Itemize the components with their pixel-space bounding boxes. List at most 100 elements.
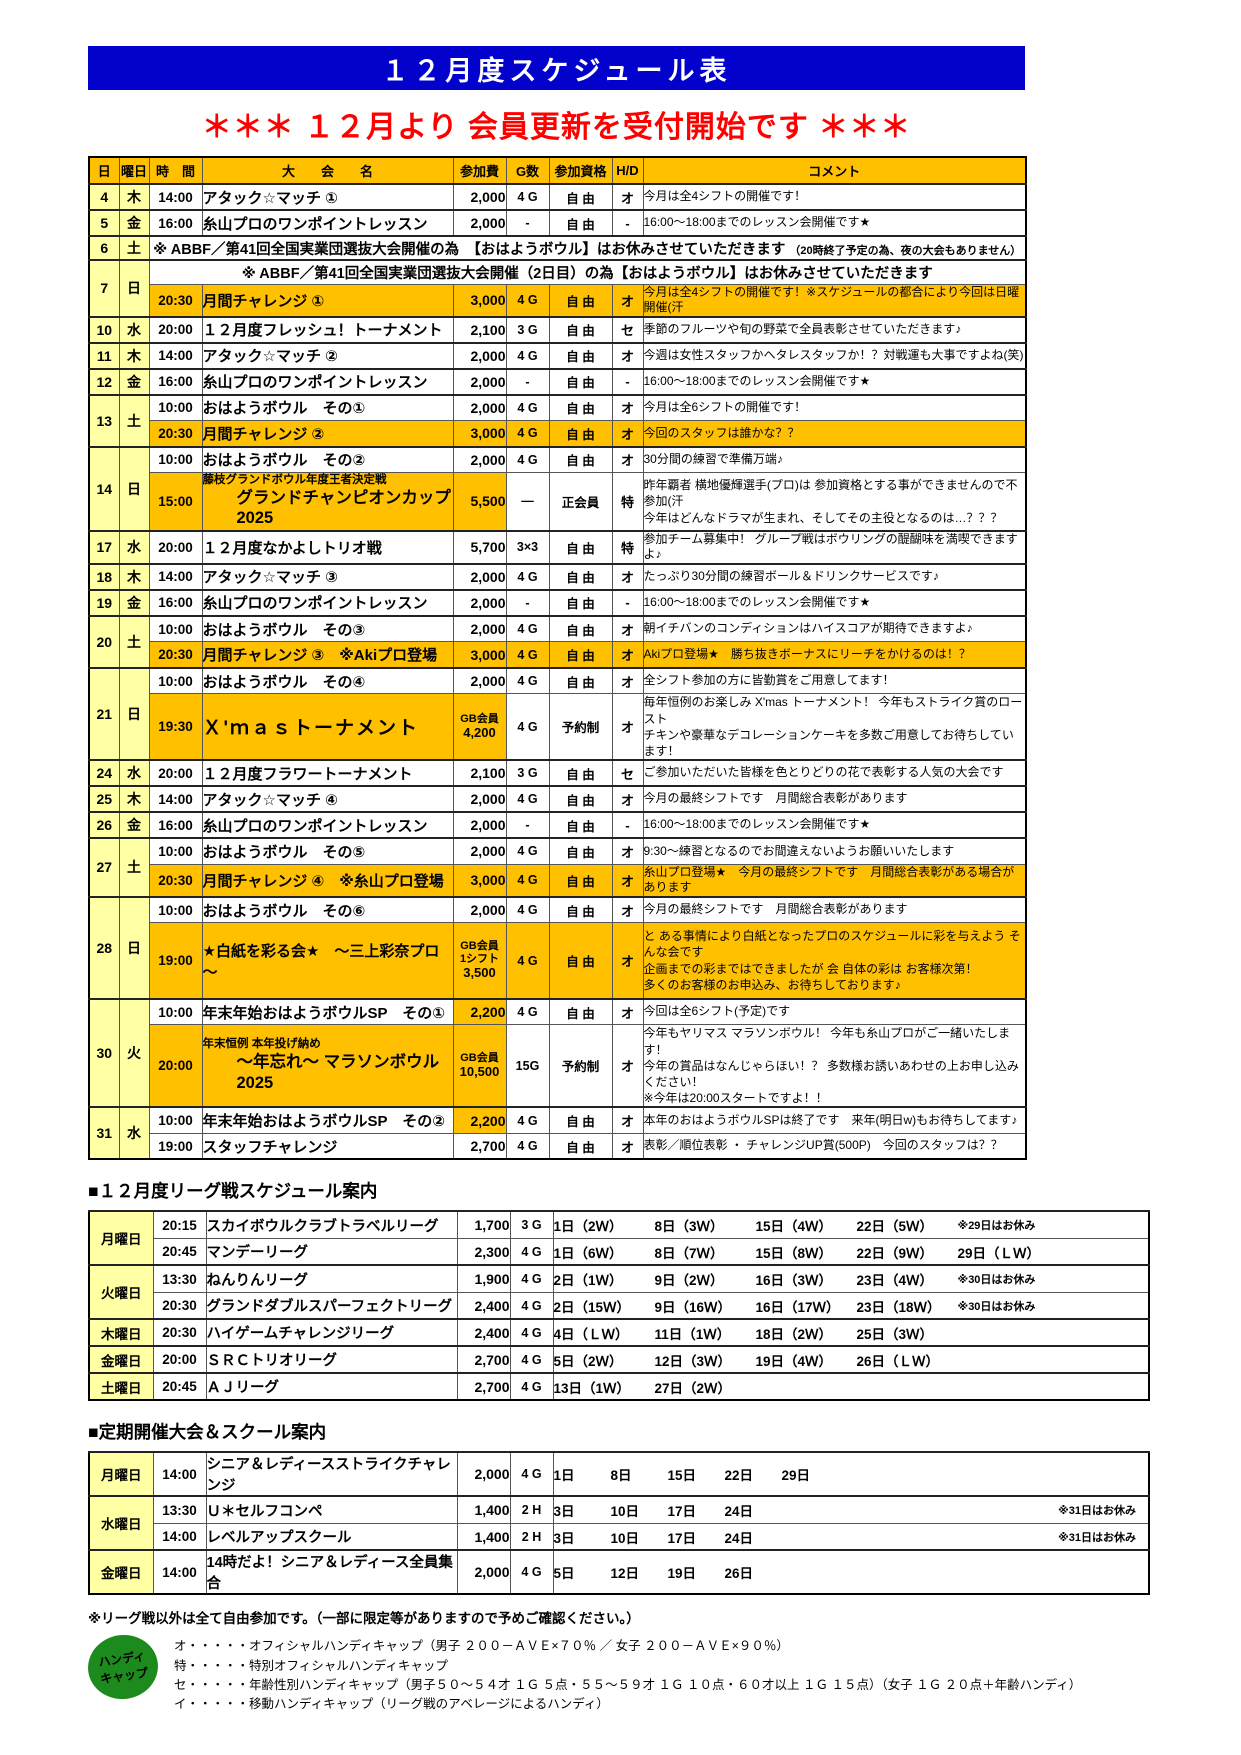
cell-elig: 予約制 [548,693,613,761]
cell-text: ★白紙を彩る会★ ～三上彩奈プロ～ [202,942,440,981]
cell-text: Ｘ'ｍａｓトーナメント [202,718,420,740]
cell-text: 3 G [517,322,538,337]
date-entry: 22日（9Ｗ） [856,1245,934,1261]
cell-dow: 日 [118,445,150,532]
cell-text: 2,000 [470,451,506,468]
cell-name: 藤枝グランドボウル年度王者決定戦 グランドチャンピオンカップ2025 [201,472,454,532]
table-row: 水曜日 13:30 Ｕ＊セルフコンペ 1,400 2 H 3日 10日 17日 24日 ※31日は… [88,1495,1150,1551]
cell-text: 14:00 [158,569,193,585]
cell-name: スカイボウルクラブトラベルリーグ [205,1210,458,1239]
cell-dates: 2日（15Ｗ） 9日（16Ｗ） 16日（17Ｗ） 23日（18Ｗ） ※30日はお休み [552,1291,1150,1320]
cell-hd: オ [611,785,644,813]
column-header: 時 間 [148,156,203,185]
cell-hd: オ [611,1106,644,1134]
cell-day: 6 [88,235,120,261]
cell-text: オ [620,453,634,469]
cell-dates: 3日 10日 17日 24日 ※31日はお休み [552,1495,1150,1524]
cell-text: - [625,215,630,231]
cell-text: 4 G [517,1113,538,1128]
cell-time: 19:00 [148,1132,203,1160]
cell-elig: 自 由 [548,588,613,617]
handicap-legend: ハンディ キャップ オ・・・・・オフィシャルハンディキャップ（男子 ２００－ＡＶ… [83,1630,1241,1715]
cell-text: 4 G [517,622,538,637]
cell-fee: 5,500 [452,472,507,532]
cell-text: オ [620,720,634,736]
cell-dow: 土 [118,235,150,261]
cell-time: 20:30 [152,1291,207,1320]
cell-games: 4 G [505,693,550,761]
date-entry: 3日 [553,1504,575,1519]
cell-games: 4 G [505,183,550,211]
cell-text: 自 由 [566,1006,595,1021]
cell-fee: 2,000 [452,666,507,695]
cell-text: 2,000 [470,621,506,638]
cell-fee: 2,000 [452,445,507,474]
cell-name: 年末恒例 本年投げ納め ～年忘れ～ マラソンボウル2025 [201,1024,454,1108]
cell-text: 水 [127,321,141,338]
cell-text: 20:30 [158,647,193,663]
cell-text: 14時だよ！シニア＆レディース全員集合 [206,1555,453,1593]
cell-text: 14:00 [162,1466,197,1482]
cell-text: 4 G [517,792,538,807]
table-row: 14 日 10:00 おはようボウル その② 2,000 4 G 自 由 オ 30分間の練習で準… [88,445,1027,532]
cell-text: 6 [100,240,109,256]
cell-text: オ [620,190,634,206]
cell-text: 4 G [517,873,538,888]
cell-text: アタック☆マッチ ③ [202,569,338,587]
cell-text: アタック☆マッチ ① [202,189,338,207]
cell-text: 月間チャレンジ ④ ※糸山プロ登場 [202,872,444,890]
table-row: 18 木 14:00 アタック☆マッチ ③ 2,000 4 G 自 由 オたっぷり30分間の練… [88,562,1027,591]
cell-text: 水 [127,765,141,782]
cell-text: オ [620,1059,634,1075]
cell-name: スタッフチャレンジ [201,1132,454,1160]
cell-name: おはようボウル その⑥ [201,895,454,924]
cell-hd: セ [611,759,644,787]
cell-text: 20:00 [162,1352,197,1368]
date-entry: 15日 [667,1468,697,1484]
cell-text: - [625,595,630,611]
cell-text: 自 由 [566,376,595,391]
cell-text: - [625,817,630,833]
column-header: G数 [505,156,550,185]
cell-text: 自 由 [566,571,595,586]
cell-text: 3,000 [470,292,506,309]
cell-fee: 2,000 [452,588,507,617]
cell-text: 4 G [521,1244,542,1259]
cell-name: アタック☆マッチ ① [201,183,454,211]
cell-hd: オ [611,837,644,865]
cell-comment: 9:30～練習となるのでお間違えないようお願いいたします [642,837,1027,865]
cell-hd: 特 [611,529,644,565]
cell-text: ※ ABBF／第41回全国実業団選抜大会開催の為 【おはようボウル】はお休みさせ… [153,241,786,258]
cell-dow: 火 [118,997,150,1108]
cell-day: 25 [88,785,120,813]
cell-fee: 2,000 [452,562,507,591]
cell-text: 4 G [517,348,538,363]
cell-text: 2,300 [474,1243,510,1260]
cell-text: 2,000 [470,215,506,231]
cell-text: 9:30～練習となるのでお間違えないようお願いいたします [643,843,955,858]
cell-text: 10:00 [158,843,193,859]
cell-hd: オ [611,183,644,211]
cell-time: 20:45 [152,1372,207,1401]
cell-text: 2,000 [470,373,506,390]
cell-comment: 朝イチバンのコンディションはハイスコアが期待できますよ♪ [642,614,1027,643]
cell-time: 20:15 [152,1210,207,1239]
cell-games: 4 G [505,837,550,865]
cell-time: 10:00 [148,445,203,474]
cell-name: おはようボウル その④ [201,666,454,695]
cell-text: 年末年始おはようボウルSP その② [202,1113,445,1130]
cell-text: 2 H [521,1503,542,1517]
cell-dow: 木 [118,341,150,370]
cell-hd: 特 [611,472,644,532]
cell-games: 4 G [505,445,550,474]
cell-name: ハイゲームチャレンジリーグ [205,1318,458,1347]
regular-section-title: ■定期開催大会＆スクール案内 [88,1422,327,1443]
cell-comment: 昨年覇者 横地優輝選手(プロ)は 参加資格とする事ができませんので不参加(汗 今年… [642,472,1027,532]
cell-day: 12 [88,367,120,396]
date-entry: 19日 [667,1566,697,1582]
cell-games: 4 G [509,1549,554,1595]
cell-dowlab: 火曜日 [88,1264,154,1320]
cell-text: 自 由 [566,294,595,309]
cell-text: 16:00～18:00までのレッスン会開催です★ [643,817,871,832]
cell-games: ― [505,472,550,532]
